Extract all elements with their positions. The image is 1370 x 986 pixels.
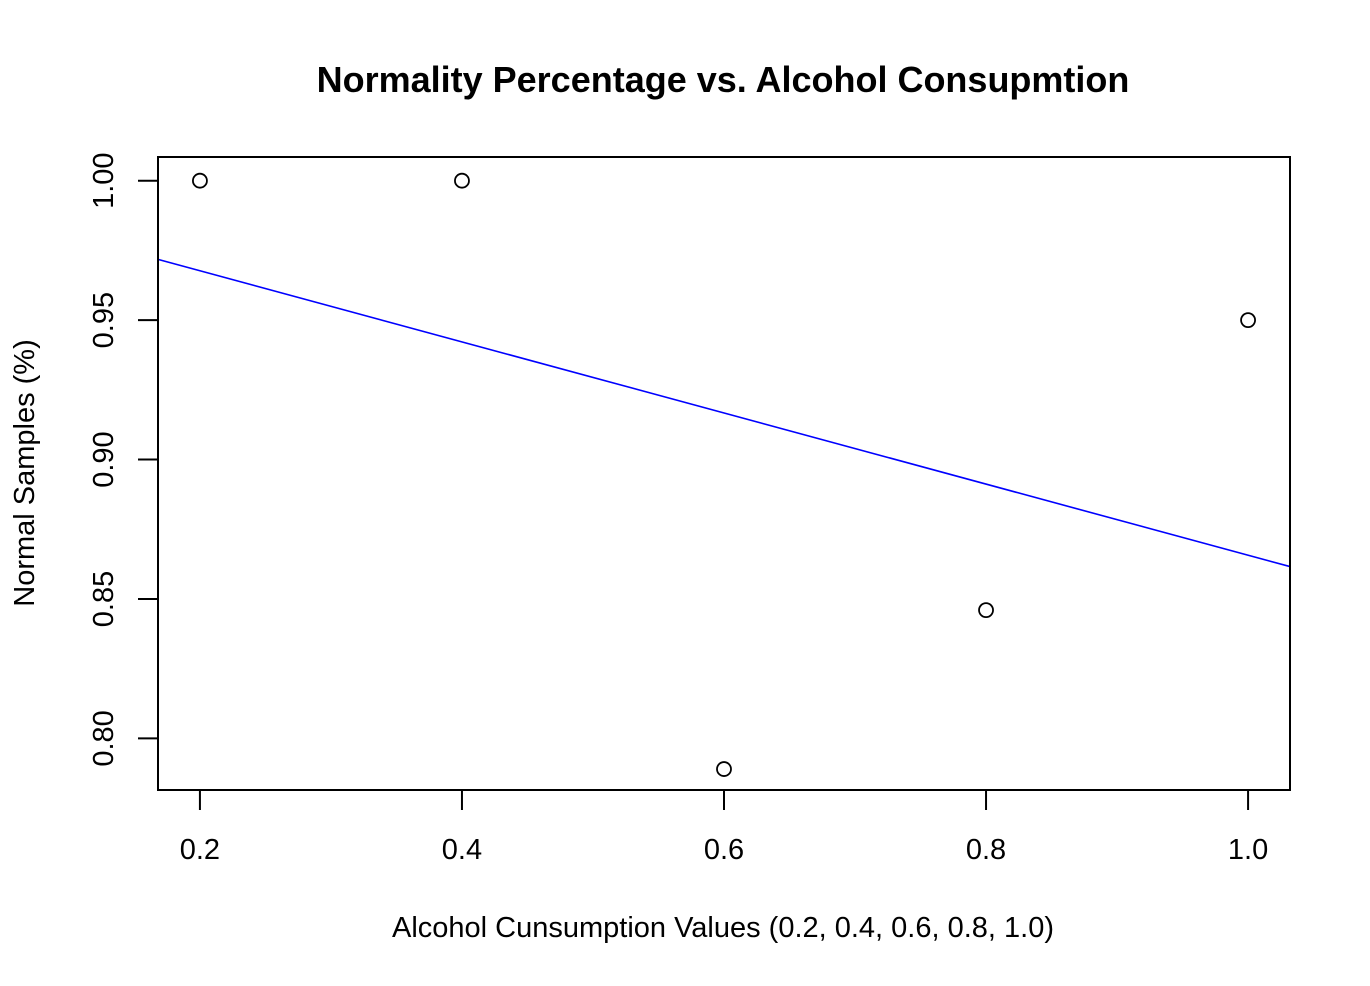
regression-line — [157, 258, 1291, 568]
y-axis: 0.80 0.85 0.90 0.95 1.00 — [88, 152, 159, 767]
data-point — [716, 761, 732, 777]
data-point — [978, 602, 994, 619]
data-point — [192, 172, 208, 189]
x-tick-label: 0.2 — [180, 834, 220, 866]
x-tick-label: 0.6 — [704, 834, 744, 866]
y-tick-label: 0.90 — [88, 431, 120, 487]
y-tick-label: 0.80 — [88, 710, 120, 766]
x-tick-label: 1.0 — [1228, 834, 1268, 866]
x-tick-label: 0.8 — [966, 834, 1006, 866]
chart-title: Normality Percentage vs. Alcohol Consupm… — [317, 59, 1130, 100]
data-point — [454, 172, 470, 189]
x-tick-label: 0.4 — [442, 834, 482, 866]
data-point — [1240, 312, 1256, 329]
y-tick-label: 0.85 — [88, 571, 120, 627]
y-tick-label: 1.00 — [88, 152, 120, 208]
x-axis-label: Alcohol Cunsumption Values (0.2, 0.4, 0.… — [392, 912, 1054, 944]
y-axis-label: Normal Samples (%) — [9, 339, 41, 607]
plot-frame — [157, 156, 1291, 791]
y-tick-label: 0.95 — [88, 292, 120, 348]
x-axis: 0.2 0.4 0.6 0.8 1.0 — [180, 789, 1268, 866]
